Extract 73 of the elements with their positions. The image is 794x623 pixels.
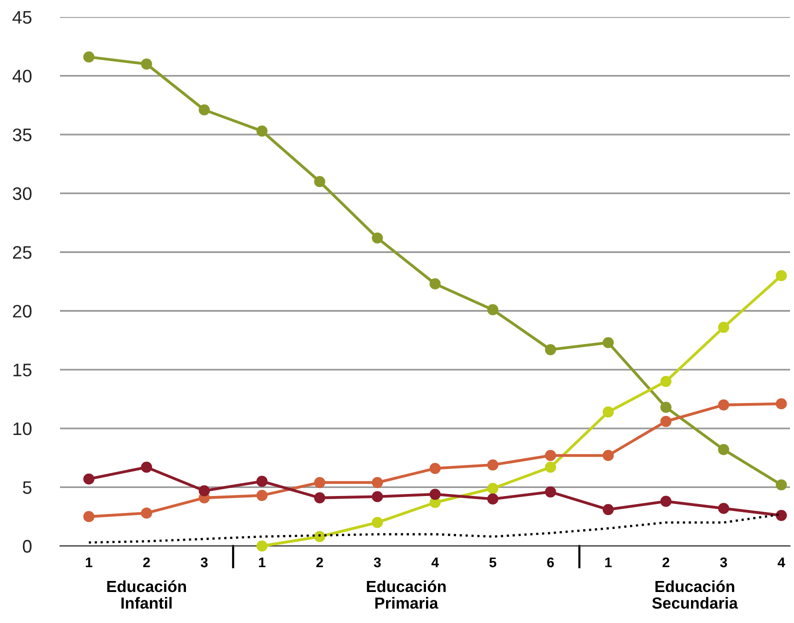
point (660, 376, 672, 387)
y-tick-label: 30 (12, 187, 32, 200)
x-tick-label: 2 (143, 557, 150, 568)
point (776, 270, 787, 282)
point (544, 344, 556, 356)
point (256, 125, 268, 137)
point (660, 402, 672, 413)
point (718, 444, 730, 456)
x-tick-label: 3 (200, 557, 208, 568)
point (602, 504, 614, 516)
point (487, 482, 498, 494)
x-tick-label: 2 (316, 557, 323, 568)
point (660, 496, 672, 507)
point (141, 58, 152, 70)
x-tick-label: 3 (720, 557, 727, 568)
point (718, 502, 730, 514)
point (372, 516, 383, 528)
y-tick-label: 0 (22, 540, 32, 553)
point (544, 450, 556, 462)
point (718, 399, 730, 410)
point (314, 476, 326, 488)
point (83, 51, 94, 63)
point (602, 450, 614, 462)
x-tick-label: 4 (778, 558, 786, 568)
text: Educación Secundaria (652, 580, 738, 609)
point (776, 510, 787, 521)
point (602, 337, 614, 348)
x-tick-label: 5 (489, 558, 496, 568)
x-tick-label: 4 (431, 558, 439, 568)
point (430, 278, 441, 290)
x-tick-label: 2 (662, 557, 670, 568)
text: Educación Primaria (366, 580, 446, 609)
x-tick-label: 6 (547, 557, 554, 568)
text: Educación Infantil (107, 580, 186, 609)
point (83, 473, 94, 485)
point (372, 491, 383, 502)
point (314, 492, 326, 504)
point (660, 416, 672, 427)
point (602, 406, 614, 418)
point (776, 398, 787, 410)
y-tick-label: 45 (12, 11, 32, 24)
point (314, 176, 326, 188)
x-tick-label: 1 (605, 558, 612, 568)
point (141, 462, 152, 473)
point (372, 232, 383, 244)
point (430, 488, 441, 500)
point (487, 304, 498, 316)
point (198, 104, 210, 116)
point (141, 508, 152, 519)
y-tick-label: 10 (14, 422, 32, 436)
x-tick-label: 1 (258, 558, 266, 568)
point (430, 462, 441, 474)
point (256, 540, 268, 552)
point (256, 476, 268, 487)
point (314, 531, 326, 542)
x-tick-label: 3 (374, 557, 381, 568)
point (256, 490, 268, 502)
point (487, 459, 498, 470)
y-tick-label: 40 (12, 70, 32, 82)
point (372, 476, 383, 488)
y-tick-label: 35 (12, 128, 32, 142)
x-tick-label: 1 (86, 558, 92, 568)
y-tick-label: 20 (13, 304, 32, 318)
point (487, 493, 498, 505)
y-tick-label: 5 (22, 481, 32, 494)
point (83, 511, 94, 522)
point (718, 322, 730, 333)
y-tick-label: 15 (14, 364, 32, 376)
point (544, 462, 556, 473)
y-tick-label: 25 (13, 246, 32, 259)
point (544, 486, 556, 498)
point (776, 479, 787, 490)
point (198, 485, 210, 496)
